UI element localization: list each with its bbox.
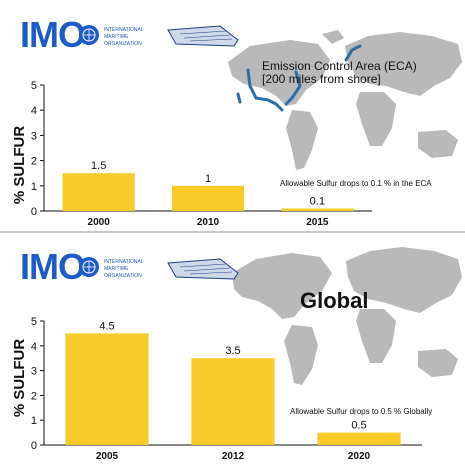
global-y-tick-label: 3 — [31, 366, 37, 378]
ship-sketch-icon — [167, 258, 239, 280]
logo-line-1: INTERNATIONAL — [104, 27, 144, 33]
eca-y-axis-label: % SULFUR — [11, 126, 28, 205]
eca-y-tick-label: 5 — [31, 80, 37, 92]
global-y-tick-label: 2 — [31, 390, 37, 402]
eca-zone-highlight — [236, 44, 362, 112]
global-y-tick-label: 1 — [31, 415, 37, 427]
global-value-label-2012: 3.5 — [225, 345, 240, 357]
global-value-label-2020: 0.5 — [351, 420, 366, 432]
eca-bars: 1.5 2000 1 2010 0.1 2015 — [62, 160, 354, 228]
eca-annotation: Allowable Sulfur drops to 0.1 % in the E… — [280, 179, 432, 188]
logo-line-2: MARITIME — [104, 266, 129, 272]
world-map-icon — [228, 30, 462, 170]
global-chart-panel: IMO INTERNATIONAL MARITIME ORGANIZATION … — [11, 246, 462, 462]
ship-sketch-icon — [167, 25, 239, 47]
eca-bar-2000 — [62, 173, 135, 211]
global-bar-2012 — [191, 358, 275, 445]
global-category-label-2005: 2005 — [96, 451, 119, 462]
eca-bar-2010 — [171, 185, 245, 211]
eca-y-tick-label: 3 — [31, 130, 37, 142]
eca-bar-2015 — [281, 208, 354, 211]
global-chart-title: Global — [300, 288, 368, 313]
global-y-tick-label: 0 — [31, 440, 37, 452]
eca-value-label-2015: 0.1 — [310, 195, 325, 207]
logo-line-1: INTERNATIONAL — [104, 259, 144, 265]
eca-chart-subtitle: [200 miles from shore] — [262, 72, 381, 86]
eca-category-label-2015: 2015 — [306, 217, 329, 228]
global-y-tick-label: 5 — [31, 316, 37, 328]
imo-logo: IMO INTERNATIONAL MARITIME ORGANIZATION — [20, 14, 144, 55]
eca-chart-panel: IMO INTERNATIONAL MARITIME ORGANIZATION … — [11, 14, 462, 228]
global-bar-2005 — [65, 333, 149, 445]
logo-mark: IMO — [20, 246, 85, 287]
global-y-tick-label: 4 — [31, 341, 37, 353]
eca-value-label-2010: 1 — [205, 173, 211, 185]
global-bar-2020 — [317, 432, 401, 445]
imo-logo: IMO INTERNATIONAL MARITIME ORGANIZATION — [20, 246, 144, 287]
un-emblem-icon — [79, 25, 99, 45]
un-emblem-icon — [79, 257, 99, 277]
panel-divider — [0, 231, 465, 233]
global-annotation: Allowable Sulfur drops to 0.5 % Globally — [290, 407, 432, 416]
eca-y-tick-label: 4 — [31, 105, 37, 117]
logo-mark: IMO — [20, 14, 85, 55]
global-y-axis-label: % SULFUR — [11, 339, 28, 418]
eca-y-tick-label: 2 — [31, 156, 37, 168]
world-map-icon — [232, 247, 462, 385]
global-category-label-2012: 2012 — [222, 451, 245, 462]
eca-y-tick-label: 0 — [31, 206, 37, 218]
eca-category-label-2000: 2000 — [88, 217, 111, 228]
eca-category-label-2010: 2010 — [197, 217, 220, 228]
eca-chart-title: Emission Control Area (ECA) — [262, 59, 417, 73]
global-bars: 4.5 2005 3.5 2012 0.5 2020 — [65, 320, 401, 462]
eca-value-label-2000: 1.5 — [91, 160, 106, 172]
logo-line-3: ORGANIZATION — [104, 273, 142, 279]
logo-line-3: ORGANIZATION — [104, 41, 142, 47]
logo-line-2: MARITIME — [104, 34, 129, 40]
global-category-label-2020: 2020 — [348, 451, 371, 462]
eca-y-tick-label: 1 — [31, 181, 37, 193]
global-value-label-2005: 4.5 — [99, 320, 114, 332]
